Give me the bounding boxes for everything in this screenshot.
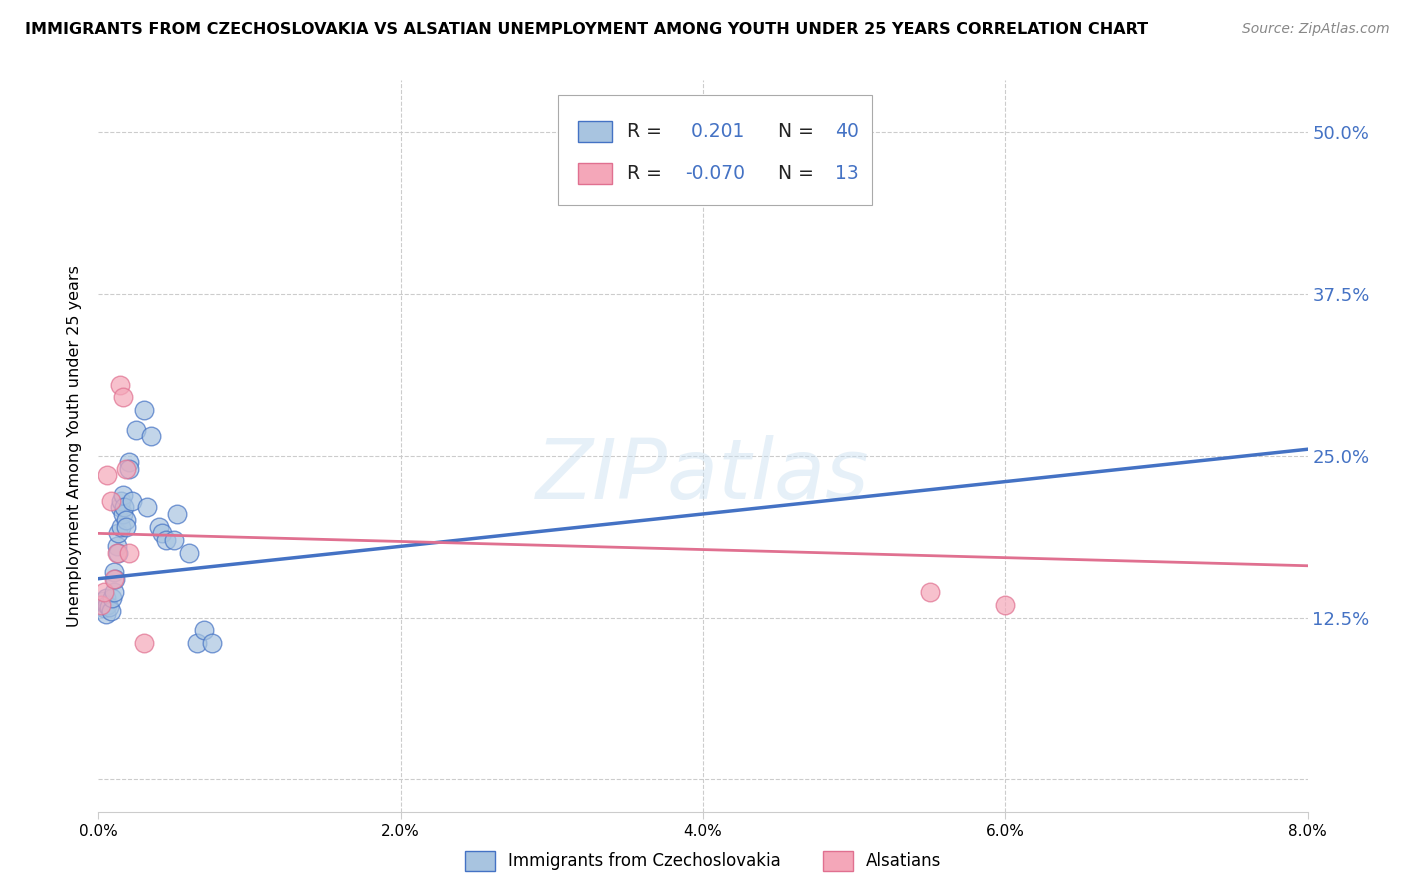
Y-axis label: Unemployment Among Youth under 25 years: Unemployment Among Youth under 25 years [67,265,83,627]
Text: R =: R = [627,122,668,141]
Point [148,520,170,534]
Point [118,455,141,469]
Point [118,546,141,560]
Point [111,507,134,521]
Point [108,377,131,392]
Point [93,584,115,599]
Text: 13: 13 [835,164,859,183]
Point [107,526,129,541]
Point [100,494,122,508]
Point [110,494,132,508]
Text: Source: ZipAtlas.com: Source: ZipAtlas.com [1241,22,1389,37]
Point [110,520,132,534]
Text: 0.201: 0.201 [685,122,744,141]
Text: R =: R = [627,164,668,183]
Point [98,600,121,615]
Point [141,429,163,443]
Point [112,500,135,515]
Point [201,636,224,650]
FancyBboxPatch shape [578,121,613,142]
Point [103,566,125,580]
Point [111,487,134,501]
FancyBboxPatch shape [558,95,872,204]
Point [132,636,155,650]
Point [125,423,148,437]
Text: -0.070: -0.070 [685,164,745,183]
Point [118,461,141,475]
Point [105,539,128,553]
Point [94,607,117,621]
Point [101,591,124,606]
Point [132,403,155,417]
Text: IMMIGRANTS FROM CZECHOSLOVAKIA VS ALSATIAN UNEMPLOYMENT AMONG YOUTH UNDER 25 YEA: IMMIGRANTS FROM CZECHOSLOVAKIA VS ALSATI… [25,22,1149,37]
Point [135,500,157,515]
Point [94,591,117,606]
Point [103,572,125,586]
Point [193,624,215,638]
Point [107,546,129,560]
Point [114,520,136,534]
Point [96,468,118,483]
Point [571,183,593,197]
Text: N =: N = [766,164,820,183]
Point [100,604,122,618]
Text: 40: 40 [835,122,859,141]
Point [150,526,173,541]
Point [918,584,941,599]
Point [155,533,177,547]
Point [179,546,201,560]
Point [103,584,125,599]
Point [104,572,127,586]
FancyBboxPatch shape [578,163,613,184]
Point [108,500,131,515]
Point [91,593,114,607]
Point [114,461,136,475]
Point [90,598,112,612]
Point [994,598,1017,612]
Point [114,513,136,527]
Legend: Immigrants from Czechoslovakia, Alsatians: Immigrants from Czechoslovakia, Alsatian… [457,842,949,880]
Point [90,598,112,612]
Point [166,507,188,521]
Point [186,636,208,650]
Point [96,598,118,612]
Point [111,391,134,405]
Point [121,494,143,508]
Point [105,546,128,560]
Point [163,533,186,547]
Text: N =: N = [766,122,820,141]
Text: ZIPatlas: ZIPatlas [536,434,870,516]
Point [93,601,115,615]
